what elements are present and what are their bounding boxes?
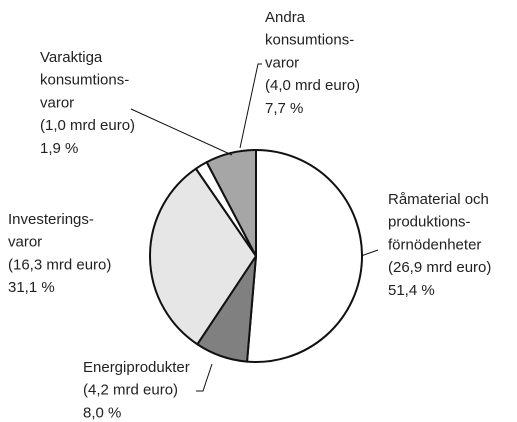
pie [149, 149, 363, 363]
value-label: 51,4 % [388, 282, 435, 299]
labels: Råmaterial och produktions-förnödenheter (… [8, 9, 491, 421]
category-label: Andra [265, 9, 306, 26]
pie-slice [246, 149, 363, 363]
category-label: konsumtions- [40, 72, 129, 89]
category-label: Energiprodukter [83, 359, 190, 376]
value-label: 31,1 % [8, 279, 55, 296]
category-label: Råmaterial och [388, 191, 489, 208]
category-label: Investerings- [8, 211, 94, 228]
category-label: produktions- [388, 214, 471, 231]
category-label: konsumtions- [265, 32, 354, 49]
category-label: varor [8, 234, 42, 251]
value-label: 1,9 % [40, 140, 78, 157]
category-label: varor [265, 54, 299, 71]
category-label: varor [40, 94, 74, 111]
amount-label: (4,0 mrd euro) [265, 77, 360, 94]
pie-slice [149, 167, 257, 346]
category-label: Varaktiga [40, 49, 103, 66]
amount-label: (16,3 mrd euro) [8, 256, 111, 273]
leader-line [360, 249, 379, 257]
value-label: 8,0 % [83, 404, 121, 421]
pie-slice [205, 149, 257, 257]
value-label: 7,7 % [265, 100, 303, 117]
leader-line [196, 363, 213, 392]
amount-label: (1,0 mrd euro) [40, 117, 135, 134]
category-label: förnödenheter [388, 236, 481, 253]
leader-line [130, 108, 233, 156]
leader-line [239, 63, 262, 149]
amount-label: (26,9 mrd euro) [388, 259, 491, 276]
amount-label: (4,2 mrd euro) [83, 382, 178, 399]
